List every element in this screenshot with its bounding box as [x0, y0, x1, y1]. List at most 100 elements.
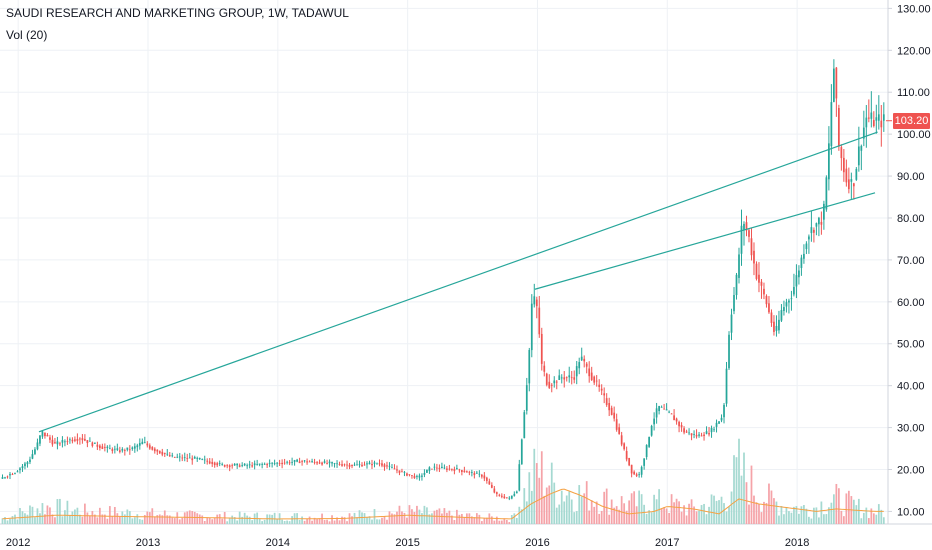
volume-bar — [441, 513, 443, 524]
candle-body — [423, 473, 426, 475]
candle-body — [183, 457, 186, 458]
volume-bar — [181, 517, 184, 524]
candle-body — [363, 464, 366, 466]
volume-bar — [743, 452, 745, 524]
volume-bar — [588, 510, 591, 524]
candle-body — [840, 147, 843, 159]
volume-bar — [128, 511, 131, 524]
candle-body — [837, 108, 840, 147]
volume-bar — [446, 512, 448, 524]
candle-body — [136, 445, 139, 448]
candle-body — [266, 464, 269, 466]
volume-bar — [760, 512, 763, 524]
candle-body — [231, 465, 234, 467]
candle-body — [498, 494, 501, 496]
volume-bar — [618, 509, 621, 524]
volume-bar — [448, 510, 451, 524]
candle-body — [371, 463, 373, 466]
volume-bar — [71, 511, 74, 524]
y-tick-label: 120.00 — [897, 45, 931, 57]
candle-body — [381, 463, 383, 466]
candle-body — [193, 456, 196, 459]
candle-body — [46, 434, 49, 437]
candle-body — [416, 476, 418, 477]
volume-bar — [823, 514, 825, 524]
candle-body — [74, 439, 76, 441]
volume-bar — [303, 520, 306, 524]
volume-bar — [498, 520, 501, 524]
candle-body — [56, 441, 59, 445]
volume-bar — [401, 511, 403, 524]
volume-bar — [131, 518, 134, 524]
volume-bar — [470, 516, 473, 524]
volume-bar — [336, 517, 338, 524]
volume-bar — [725, 511, 728, 524]
volume-bar — [416, 505, 418, 524]
volume-bar — [860, 518, 863, 524]
volume-bar — [643, 504, 646, 524]
candle-body — [256, 464, 259, 465]
candle-body — [780, 310, 783, 321]
candle-body — [141, 441, 144, 445]
volume-bar — [605, 488, 608, 524]
candle-body — [882, 114, 885, 121]
candle-body — [346, 464, 348, 466]
candle-body — [568, 375, 571, 378]
volume-bar — [431, 513, 433, 524]
volume-bar — [655, 499, 658, 524]
candle-body — [860, 145, 863, 151]
candle-body — [178, 456, 181, 458]
volume-bar — [538, 477, 541, 524]
candle-body — [773, 321, 775, 332]
y-tick-label: 20.00 — [897, 465, 925, 477]
volume-bar — [475, 513, 478, 524]
x-tick-label: 2012 — [6, 537, 30, 549]
volume-bar — [323, 520, 326, 524]
volume-bar — [201, 515, 204, 524]
candle-body — [313, 461, 316, 463]
volume-bar — [316, 519, 318, 524]
volume-bar — [840, 510, 843, 524]
volume-bar — [653, 494, 655, 524]
volume-bar — [530, 490, 533, 524]
volume-bar — [490, 516, 493, 524]
candle-body — [483, 475, 486, 479]
volume-bar — [56, 499, 59, 524]
candle-body — [593, 376, 596, 383]
volume-bar — [570, 499, 573, 524]
candle-body — [326, 462, 328, 464]
volume-bar — [133, 517, 136, 524]
candle-body — [228, 465, 231, 468]
candle-body — [715, 422, 718, 427]
volume-bar — [478, 514, 481, 524]
candle-body — [241, 465, 244, 466]
volume-bar — [583, 493, 586, 524]
candle-body — [683, 428, 685, 433]
candle-body — [173, 456, 176, 458]
volume-bar — [41, 503, 44, 524]
candle-body — [553, 380, 556, 384]
candle-body — [366, 463, 368, 465]
candle-body — [830, 102, 833, 147]
candle-body — [176, 456, 179, 458]
candle-body — [588, 368, 591, 377]
volume-bar — [683, 505, 685, 524]
candle-body — [640, 467, 643, 475]
candle-body — [69, 439, 71, 441]
candle-body — [875, 117, 878, 121]
candle-body — [735, 274, 738, 296]
candle-body — [131, 447, 134, 449]
candle-body — [845, 168, 848, 183]
volume-bar — [328, 521, 331, 524]
candle-body — [31, 454, 34, 459]
volume-bar — [208, 517, 211, 524]
volume-bar — [34, 517, 36, 524]
volume-bar — [308, 516, 311, 524]
candle-body — [248, 464, 251, 466]
volume-bar — [81, 516, 84, 524]
candle-body — [538, 307, 541, 335]
candle-body — [763, 288, 765, 295]
volume-bar — [318, 518, 321, 524]
candle-body — [163, 452, 166, 455]
candle-body — [570, 377, 573, 379]
